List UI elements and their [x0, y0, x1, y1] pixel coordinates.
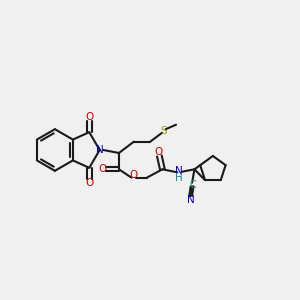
Text: O: O — [130, 170, 138, 180]
Text: O: O — [155, 147, 163, 157]
Text: H: H — [175, 172, 183, 183]
Text: N: N — [175, 166, 183, 176]
Text: O: O — [85, 112, 93, 122]
Text: N: N — [187, 195, 194, 205]
Text: S: S — [160, 126, 167, 136]
Text: N: N — [96, 145, 104, 155]
Text: C: C — [190, 180, 197, 190]
Text: O: O — [85, 178, 93, 188]
Text: O: O — [98, 164, 107, 174]
